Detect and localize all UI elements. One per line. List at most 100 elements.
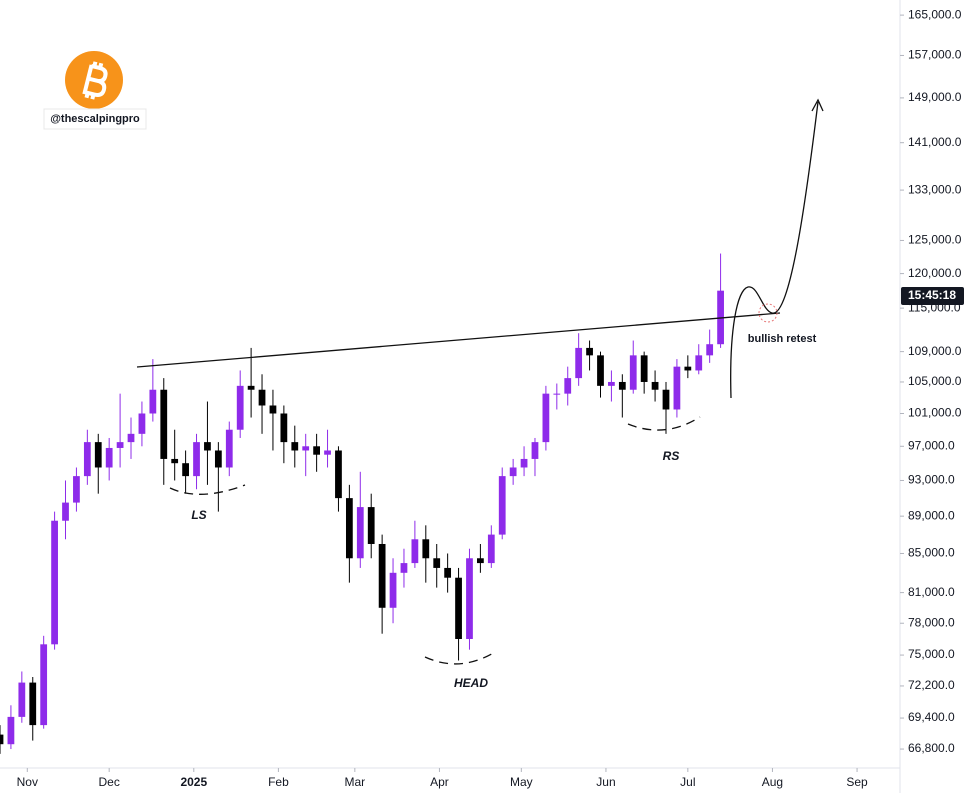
retest-circle — [758, 303, 778, 323]
y-tick-label: 133,000.0 — [908, 182, 962, 196]
candle-body — [531, 442, 539, 459]
annotation: RS — [663, 449, 680, 463]
y-tick-label: 115,000.0 — [908, 300, 961, 314]
candle-body — [367, 507, 375, 544]
candle-body — [149, 389, 157, 414]
projection-arrow — [811, 98, 824, 112]
candle-body — [214, 450, 222, 468]
x-tick-label: Aug — [762, 775, 783, 789]
candle-body — [105, 447, 113, 468]
candle-body — [73, 476, 80, 503]
candle-body — [477, 558, 484, 564]
candle-body — [171, 458, 179, 464]
candle-body — [706, 344, 714, 356]
annotation: HEAD — [454, 676, 488, 690]
x-tick-label: Mar — [344, 775, 365, 789]
candle-body — [586, 347, 593, 356]
y-tick-label: 101,000.0 — [908, 406, 962, 420]
candle-body — [280, 413, 288, 443]
candle-body — [684, 366, 692, 371]
y-tick-label: 89,000.0 — [908, 508, 955, 522]
candle-body — [629, 355, 637, 390]
candle-body — [487, 534, 495, 564]
ls-curve — [169, 484, 246, 495]
candle-body — [422, 539, 430, 559]
candle-body — [0, 734, 4, 745]
countdown: 15:45:18 — [908, 288, 956, 302]
candle-body — [302, 446, 310, 451]
y-tick-label: 165,000.0 — [908, 7, 962, 21]
candle-body — [411, 539, 419, 564]
x-tick-label: 2025 — [180, 775, 207, 789]
y-tick-label: 141,000.0 — [908, 135, 962, 149]
candle-body — [345, 498, 353, 559]
head-curve — [424, 651, 496, 665]
annotation: bullish retest — [748, 333, 817, 345]
x-tick-label: Dec — [99, 775, 120, 789]
y-tick-label: 81,000.0 — [908, 585, 955, 599]
watermark: @thescalpingpro — [50, 113, 140, 125]
candle-body — [138, 413, 146, 434]
candle-body — [553, 393, 561, 395]
y-tick-label: 75,000.0 — [908, 647, 955, 661]
candle-body — [444, 567, 452, 578]
countdown-box — [901, 287, 964, 305]
y-tick-label: 69,400.0 — [908, 710, 955, 724]
candle-body — [324, 450, 331, 455]
candle-body — [160, 389, 168, 459]
x-tick-label: Sep — [846, 775, 868, 789]
candle-body — [640, 355, 648, 382]
candle-body — [695, 355, 703, 371]
candle-body — [236, 385, 244, 430]
candle-body — [378, 543, 386, 608]
candle-body — [83, 442, 91, 477]
candle-body — [335, 450, 342, 499]
drawings: LS HEAD RS bullish retest — [136, 98, 824, 690]
y-tick-label: 97,000.0 — [908, 438, 955, 452]
candle-body — [575, 347, 583, 379]
candle-body — [455, 577, 462, 639]
candle-body — [597, 355, 604, 386]
candle-body — [258, 389, 266, 406]
candle-body — [520, 458, 528, 468]
candle-body — [433, 558, 441, 568]
x-tick-label: Jun — [596, 775, 615, 789]
candle-body — [662, 389, 670, 410]
candle-body — [313, 446, 321, 455]
candle-body — [7, 716, 15, 745]
candle-body — [618, 381, 626, 390]
candle-body — [193, 442, 200, 477]
candle-body — [542, 393, 550, 443]
candle-body — [40, 644, 48, 726]
candle-body — [400, 563, 408, 573]
projection-path — [730, 101, 819, 399]
y-tick-label: 66,800.0 — [908, 741, 955, 755]
y-tick-label: 105,000.0 — [908, 374, 962, 388]
bitcoin-glyph — [82, 61, 108, 100]
x-tick-label: Feb — [268, 775, 289, 789]
y-tick-label: 78,000.0 — [908, 615, 955, 629]
candle-body — [94, 442, 102, 468]
y-tick-label: 109,000.0 — [908, 344, 962, 358]
y-tick-label: 93,000.0 — [908, 473, 955, 487]
y-tick-label: 72,200.0 — [908, 678, 955, 692]
y-tick-label: 157,000.0 — [908, 48, 962, 62]
candle-body — [356, 507, 364, 559]
candle-body — [608, 381, 615, 386]
candle-body — [466, 558, 473, 639]
logo-icon — [82, 61, 108, 100]
candle-body — [673, 366, 681, 410]
y-tick-label: 125,000.0 — [908, 233, 962, 247]
candle-body — [127, 433, 135, 443]
y-tick-label: 120,000.0 — [908, 266, 962, 280]
rs-curve — [627, 416, 701, 431]
y-tick-label: 149,000.0 — [908, 90, 962, 104]
x-tick-label: Apr — [430, 775, 449, 789]
candle-body — [247, 385, 255, 390]
annotation: LS — [191, 508, 206, 522]
candle-body — [498, 476, 506, 535]
candle-body — [51, 520, 58, 645]
x-tick-label: Nov — [17, 775, 38, 789]
candle-body — [509, 467, 517, 477]
